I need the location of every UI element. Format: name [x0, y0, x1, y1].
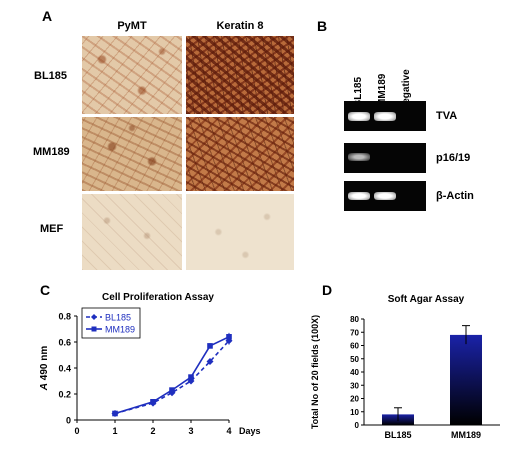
x-tick-label: 3 — [188, 426, 193, 436]
y-axis-label-rest: 490 nm — [39, 346, 50, 383]
chart-title: Soft Agar Assay — [388, 294, 465, 305]
y-axis-label: Total No of 20 fields (100X) — [310, 315, 320, 429]
gel-label-beta-actin: β-Actin — [436, 190, 474, 202]
micrograph-mef-keratin8 — [186, 194, 294, 270]
panel-letter-b: B — [317, 18, 328, 34]
y-tick-label: 10 — [350, 408, 359, 417]
y-tick-label: 30 — [350, 381, 359, 390]
y-tick-label: 40 — [350, 368, 359, 377]
y-tick-label: 60 — [350, 342, 359, 351]
gel-label-p16-19: p16/19 — [436, 152, 471, 164]
gel-band — [374, 112, 396, 121]
y-tick-label: 80 — [350, 315, 359, 324]
data-point-bl185 — [206, 358, 214, 365]
legend-marker — [91, 326, 97, 332]
x-tick-label: 0 — [74, 426, 79, 436]
x-tick-label: 2 — [150, 426, 155, 436]
micrograph-bl185-pymt — [82, 36, 182, 114]
column-header-pymt: PyMT — [117, 20, 147, 32]
data-point-mm189 — [188, 374, 194, 380]
legend-marker — [91, 314, 97, 320]
row-label-mef: MEF — [40, 223, 64, 235]
y-tick-label: 20 — [350, 395, 359, 404]
y-tick-label: 70 — [350, 328, 359, 337]
gel-band — [374, 192, 396, 200]
row-label-mm189: MM189 — [33, 146, 70, 158]
y-axis-label: A 490 nm — [39, 346, 50, 392]
data-point-mm189 — [226, 334, 232, 340]
data-point-mm189 — [207, 343, 213, 349]
panel-letter-c: C — [40, 282, 51, 298]
gel-band — [348, 153, 370, 161]
series-line-mm189 — [114, 336, 230, 415]
x-tick-label: 4 — [226, 426, 231, 436]
legend-label-bl185: BL185 — [105, 313, 131, 323]
data-point-mm189 — [112, 410, 118, 417]
y-tick-label: 0 — [355, 421, 360, 430]
y-axis-label-italic: A — [39, 383, 50, 391]
x-tick-label: 1 — [112, 426, 117, 436]
gel-band — [348, 112, 370, 121]
data-point-mm189 — [169, 387, 175, 393]
gel-strip-p16-19 — [344, 143, 426, 173]
row-label-bl185: BL185 — [34, 70, 68, 82]
gel-label-tva: TVA — [436, 110, 458, 122]
chart-title: Cell Proliferation Assay — [102, 292, 214, 303]
column-header-keratin8: Keratin 8 — [216, 20, 264, 32]
series-line-bl185 — [114, 340, 230, 415]
y-tick-label: 0.8 — [58, 312, 71, 322]
gel-strip-beta-actin — [344, 181, 426, 211]
y-tick-label: 0.4 — [58, 364, 71, 374]
gel-band — [348, 192, 370, 200]
y-tick-label: 0.2 — [58, 390, 71, 400]
legend-box — [81, 307, 141, 339]
y-tick-label: 50 — [350, 355, 359, 364]
y-tick-label: 0 — [66, 416, 71, 426]
category-label-bl185: BL185 — [384, 430, 411, 440]
micrograph-mef-pymt — [82, 194, 182, 270]
soft-agar-chart: Soft Agar Assay 0 10 20 30 40 50 60 70 80 Total No… — [310, 294, 500, 440]
y-tick-label: 0.6 — [58, 338, 71, 348]
legend-label-mm189: MM189 — [105, 325, 135, 335]
bar-mm189 — [450, 334, 482, 425]
panel-letter-d: D — [322, 282, 333, 298]
category-label-mm189: MM189 — [451, 430, 481, 440]
micrograph-bl185-keratin8 — [186, 36, 294, 114]
micrograph-mm189-pymt — [82, 117, 182, 191]
x-axis-label: Days — [239, 426, 261, 436]
data-point-mm189 — [150, 399, 156, 405]
proliferation-chart: Cell Proliferation Assay 0 0.2 0.4 0.6 0.8 0 1 2… — [39, 292, 261, 436]
micrograph-mm189-keratin8 — [186, 117, 294, 191]
gel-strip-tva — [344, 101, 426, 131]
panel-letter-a: A — [42, 8, 53, 24]
